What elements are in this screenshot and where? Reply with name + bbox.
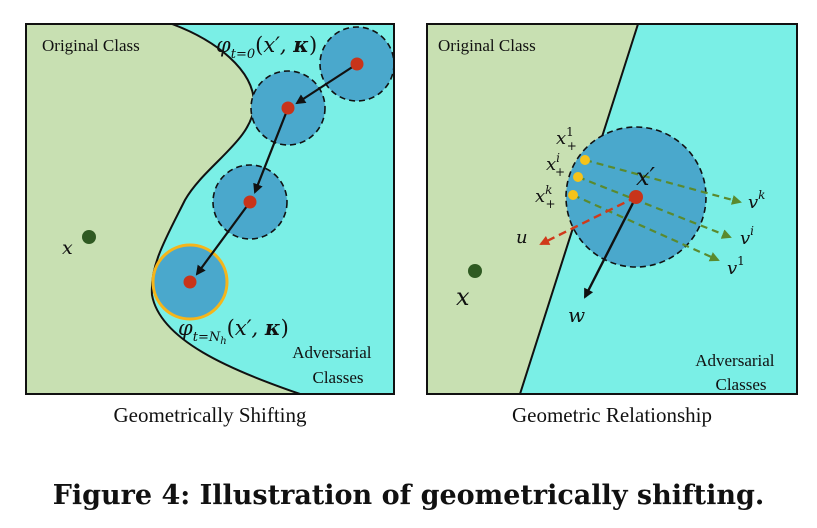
direction-arrow-v1	[572, 193, 720, 262]
figure-diagram: Original Class Adversarial Classes x φt=…	[25, 23, 798, 395]
center-point	[281, 101, 295, 115]
original-sample-point-right	[468, 264, 482, 278]
shift-arrow-1	[295, 63, 358, 105]
u-label: u	[516, 227, 528, 248]
left-adversarial-line-2: Classes	[313, 368, 364, 387]
x-plus-k-label: xk +	[535, 183, 556, 211]
w-label: w	[568, 303, 585, 327]
x-plus-1-label: x1 +	[556, 125, 577, 153]
center-point	[243, 195, 257, 209]
left-panel: Original Class Adversarial Classes x φt=…	[25, 23, 395, 395]
boundary-point-i	[573, 172, 583, 182]
left-adversarial-line-1: Adversarial	[292, 343, 372, 362]
left-x-label: x	[62, 237, 73, 259]
original-sample-point	[82, 230, 96, 244]
left-adversarial-classes-label: Adversarial Classes	[292, 343, 376, 387]
direction-arrow-vk	[584, 158, 742, 205]
boundary-point-1	[580, 155, 590, 165]
left-panel-frame	[25, 23, 395, 395]
boundary-point-k	[568, 190, 578, 200]
right-adversarial-line-1: Adversarial	[695, 351, 775, 370]
direction-arrow-w	[583, 196, 638, 299]
center-point	[350, 57, 364, 71]
original-region-left	[26, 24, 301, 394]
left-subcaption: Geometrically Shifting	[113, 403, 307, 427]
right-panel: Original Class Adversarial Classes x′ x …	[426, 23, 798, 395]
center-x-prime-label: x′	[636, 163, 656, 191]
shift-arrow-2	[253, 107, 290, 194]
left-original-class-label: Original Class	[42, 36, 140, 55]
direction-arrow-u	[539, 195, 637, 246]
right-x-label: x	[456, 283, 470, 311]
figure-caption: Figure 4: Illustration of geometrically …	[52, 480, 765, 511]
direction-arrow-vi	[577, 175, 732, 239]
right-adversarial-classes-label: Adversarial Classes	[695, 351, 779, 394]
center-point-right	[629, 190, 643, 204]
center-point	[183, 275, 197, 289]
right-adversarial-line-2: Classes	[716, 375, 767, 394]
right-panel-frame	[426, 23, 798, 395]
shift-arrow-3	[195, 201, 251, 276]
original-region-right	[427, 24, 640, 394]
right-subcaption: Geometric Relationship	[511, 403, 713, 427]
right-original-class-label: Original Class	[438, 36, 536, 55]
